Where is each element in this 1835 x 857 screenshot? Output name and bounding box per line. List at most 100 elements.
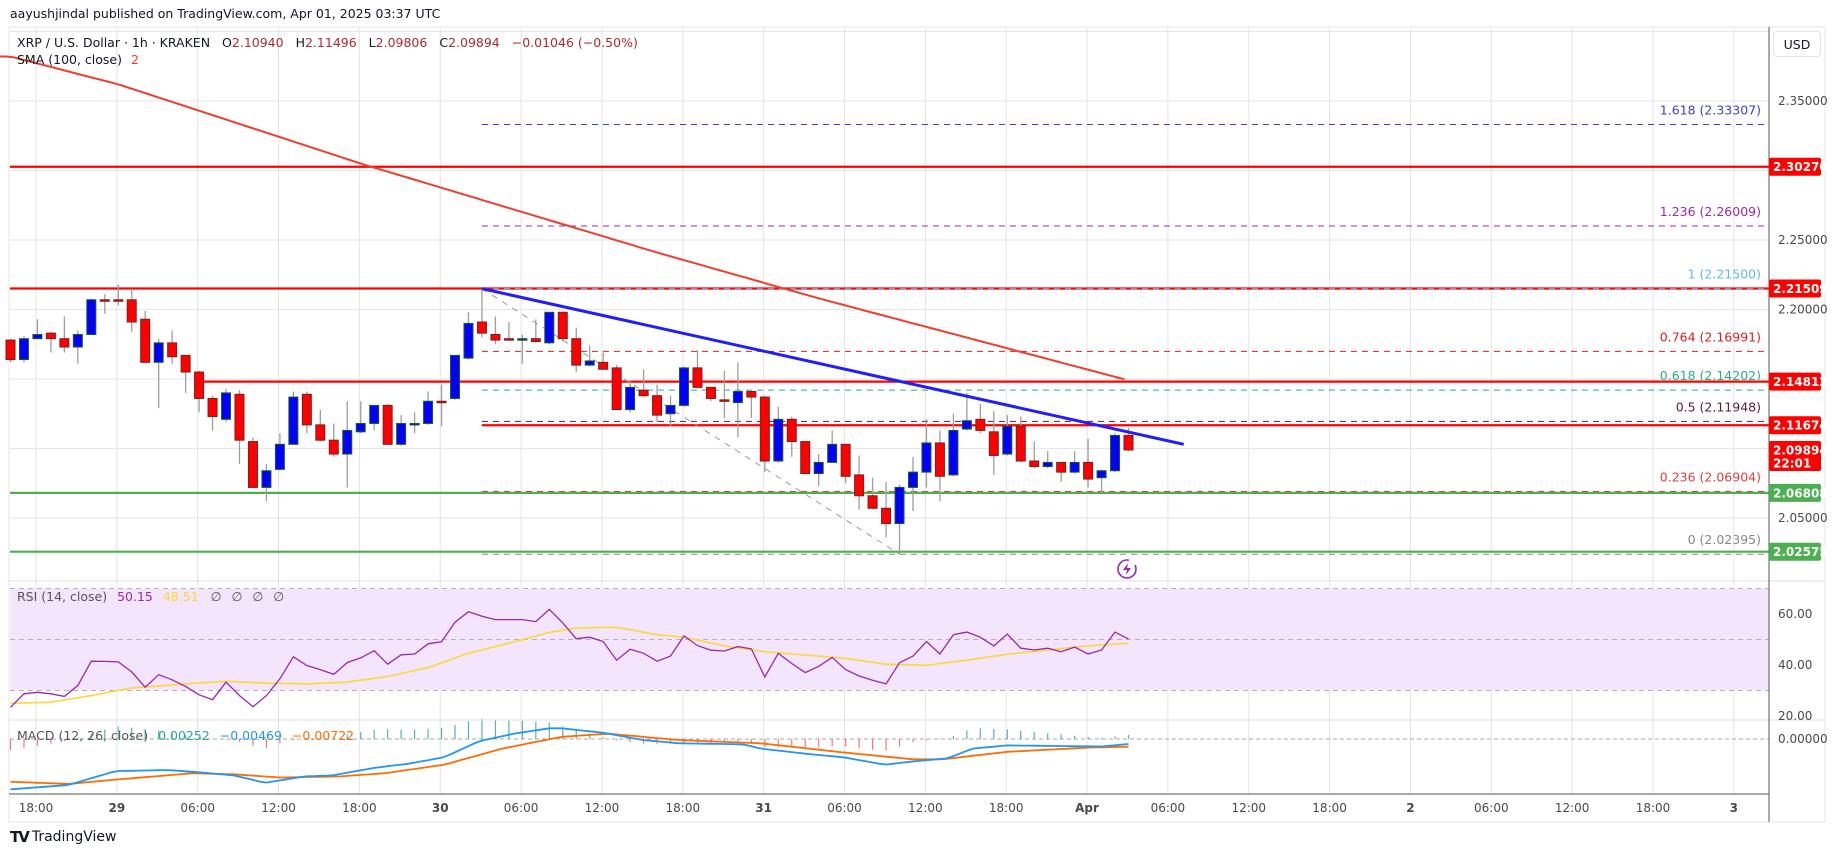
candle <box>1015 416 1026 463</box>
candle <box>571 327 582 373</box>
price-axis[interactable]: 2.30270 2.21509 2.14812 2.11674 2.06808 2.025… <box>1769 94 1828 746</box>
candle-body-down <box>881 507 892 525</box>
candle-body-down <box>247 441 258 488</box>
candle <box>436 384 447 427</box>
change-value: −0.01046 (−0.50%) <box>512 35 638 50</box>
level-price-box <box>1769 416 1821 435</box>
candle-body-up <box>827 443 838 463</box>
candle <box>746 391 757 418</box>
candle <box>961 392 972 431</box>
fib-level-label: 0.236 (2.06904) <box>1660 470 1761 485</box>
candle-body-up <box>679 367 689 406</box>
macd-tick-label: 0.00000 <box>1778 732 1828 746</box>
trendline[interactable] <box>481 287 1185 446</box>
candle <box>894 484 905 555</box>
candle <box>692 349 703 389</box>
candle-body-down <box>180 354 191 373</box>
candle-body-up <box>921 442 932 473</box>
candle <box>517 334 528 364</box>
candle <box>732 362 743 438</box>
candle <box>1110 433 1121 473</box>
candle <box>382 404 393 445</box>
high-label: H <box>296 35 305 50</box>
candle-body-up <box>261 470 272 488</box>
candle-body-down <box>207 397 218 418</box>
time-tick-label: 12:00 <box>585 801 620 815</box>
time-tick-label: 18:00 <box>989 801 1024 815</box>
descending-trendline[interactable] <box>481 287 1185 446</box>
candle-body-down <box>113 299 124 302</box>
candle-body-up <box>894 486 905 525</box>
candle-body-down <box>840 443 851 477</box>
rsi-label: RSI (14, close) <box>17 589 107 604</box>
price-tick-label: 2.25000 <box>1778 233 1828 247</box>
last-price-label: 2.09894 <box>1773 443 1828 457</box>
level-price-label: 2.02575 <box>1773 545 1828 559</box>
price-tick-label: 2.05000 <box>1778 511 1828 525</box>
candle <box>625 380 636 413</box>
candle <box>180 354 191 393</box>
candle-body-down <box>503 338 514 341</box>
candle <box>988 410 999 475</box>
fib-level-label: 0.764 (2.16991) <box>1660 329 1761 344</box>
last-price-box <box>1769 440 1821 471</box>
candle <box>800 441 811 475</box>
rsi-legend[interactable]: RSI (14, close) 50.15 48.51 ∅ ∅ ∅ ∅ <box>17 589 284 604</box>
candle-body-down <box>530 338 541 342</box>
high-value: 2.11496 <box>305 35 357 50</box>
candle <box>72 330 83 364</box>
candle <box>409 412 420 434</box>
candle <box>463 312 474 360</box>
time-axis[interactable]: 18:00 29 06:00 12:00 18:00 30 06:00 12:00 18:00 3… <box>19 801 1738 815</box>
candle-body-up <box>463 322 474 359</box>
candle <box>934 430 945 502</box>
tradingview-logo-icon: TV <box>10 828 30 846</box>
sma-100-line <box>0 55 1125 381</box>
rsi-extra: ∅ <box>252 589 263 604</box>
candle <box>827 430 838 463</box>
candle <box>153 338 164 409</box>
candle <box>921 419 932 488</box>
candle-body-down <box>786 418 797 443</box>
time-tick-label: 12:00 <box>1231 801 1266 815</box>
candle <box>396 415 407 446</box>
candle-body-down <box>315 424 326 441</box>
macd-value: −0.00469 <box>220 728 282 743</box>
candle <box>881 481 892 538</box>
time-tick-label: 12:00 <box>908 801 943 815</box>
currency-button[interactable]: USD <box>1773 31 1821 57</box>
rsi-extra: ∅ <box>273 589 284 604</box>
candle-body-down <box>571 338 582 366</box>
low-value: 2.09806 <box>376 35 428 50</box>
candle-body-down <box>854 474 865 497</box>
candle-body-down <box>126 299 137 323</box>
tradingview-logo[interactable]: TV TradingView <box>10 828 116 846</box>
time-tick-label: 06:00 <box>1151 801 1186 815</box>
candle <box>759 395 770 473</box>
sma-legend[interactable]: SMA (100, close) 2 <box>17 52 139 67</box>
fib-level-label: 0.5 (2.11948) <box>1676 399 1761 414</box>
candle <box>773 406 784 463</box>
time-tick-label: 3 <box>1730 801 1738 815</box>
time-tick-label: 12:00 <box>1555 801 1590 815</box>
candle-body-down <box>234 393 245 441</box>
candle-body-down <box>1029 460 1040 468</box>
macd-legend[interactable]: MACD (12, 26, close) 0.00252 −0.00469 −0… <box>17 728 354 743</box>
candle <box>18 335 29 363</box>
candle <box>247 437 258 488</box>
candle-body-up <box>625 386 636 411</box>
candle-body-down <box>436 400 447 404</box>
replay-lightning-icon[interactable] <box>1117 559 1137 579</box>
candle <box>1096 469 1107 493</box>
time-tick-label: 06:00 <box>504 801 539 815</box>
time-tick-label: 18:00 <box>1636 801 1671 815</box>
candle <box>705 386 716 402</box>
fib-retracement[interactable]: 1.618 (2.33307) 1.236 (2.26009) 1 (2.21500… <box>481 103 1769 555</box>
fib-level-label: 0.618 (2.14202) <box>1660 368 1761 383</box>
candle <box>113 284 124 306</box>
candle-body-up <box>544 311 555 344</box>
candle-body-down <box>99 299 110 302</box>
level-price-label: 2.30270 <box>1773 160 1828 174</box>
candle <box>355 401 366 434</box>
